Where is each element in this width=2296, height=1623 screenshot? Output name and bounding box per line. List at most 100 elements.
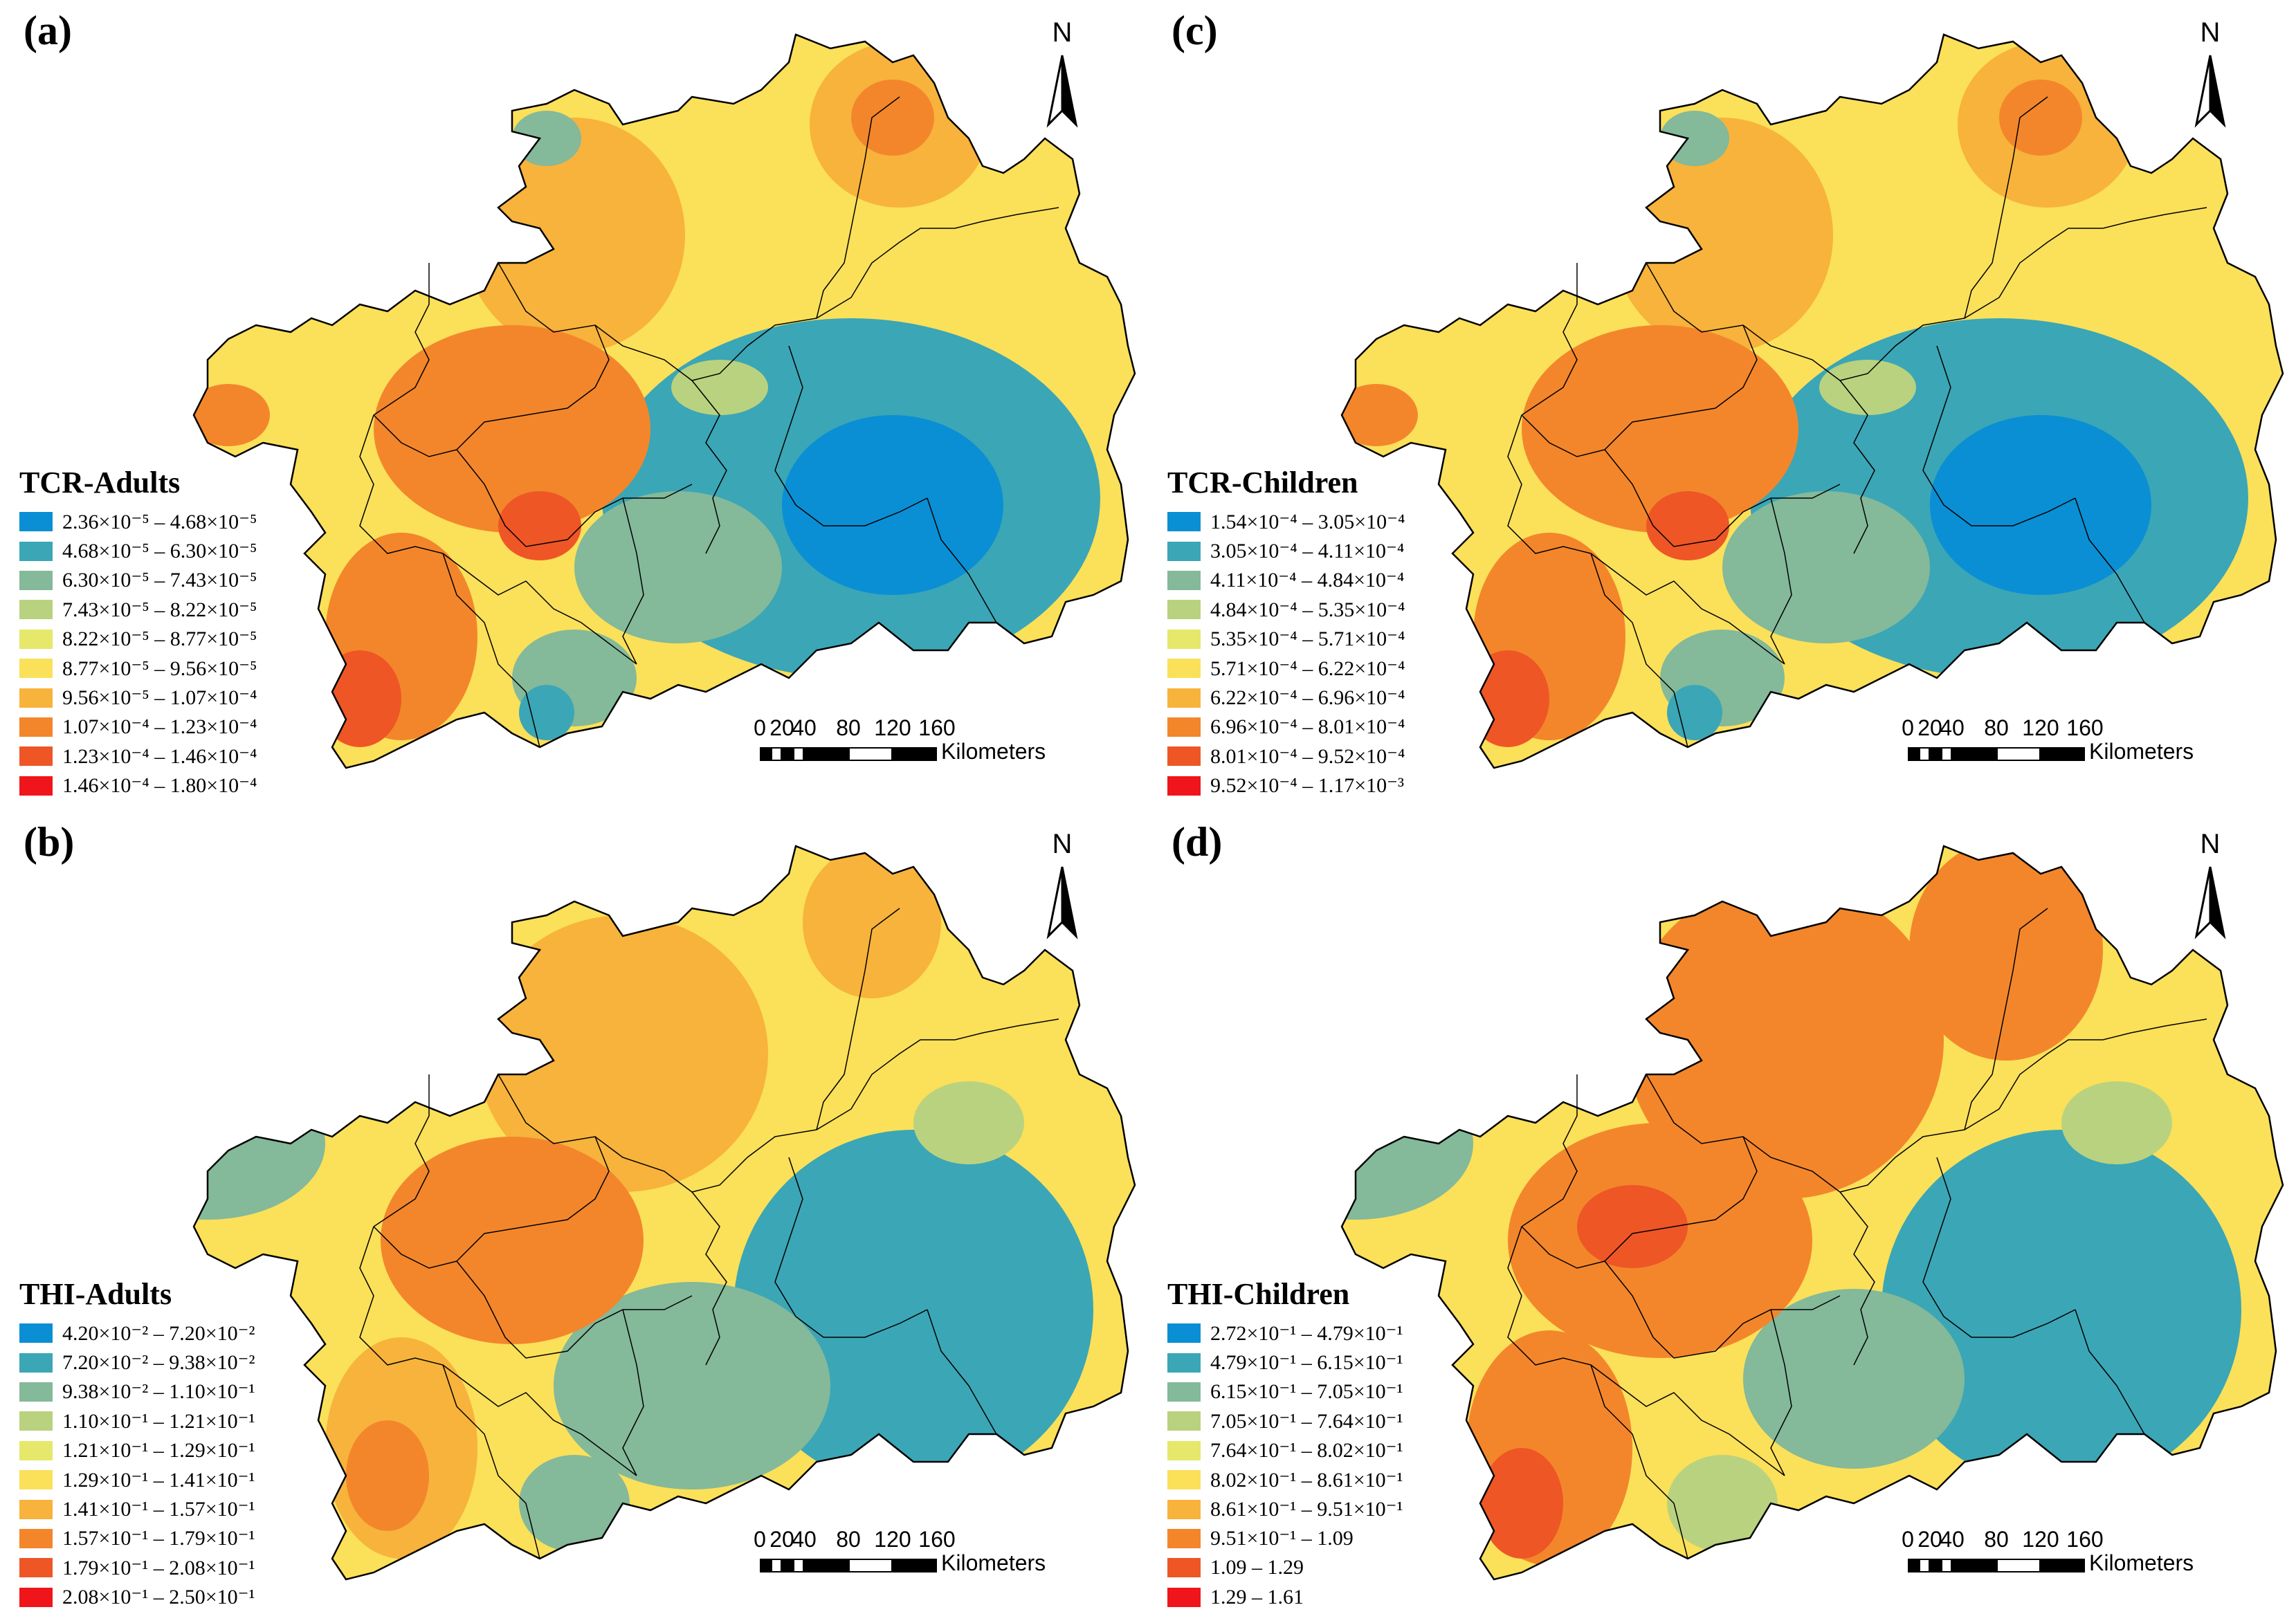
north-arrow: N bbox=[2183, 17, 2238, 135]
scale-unit-label: Kilometers bbox=[2089, 739, 2194, 764]
scale-tick-label: 0 bbox=[1902, 715, 1914, 740]
legend-label: 7.64×10⁻¹ – 8.02×10⁻¹ bbox=[1210, 1439, 1403, 1462]
scale-tick-label: 160 bbox=[2066, 1527, 2104, 1552]
scale-segment bbox=[782, 747, 793, 761]
legend-swatch bbox=[19, 600, 53, 620]
panel-label: (c) bbox=[1172, 8, 1218, 53]
scale-tick-label: 120 bbox=[874, 715, 911, 740]
scale-segment bbox=[1919, 747, 1930, 761]
scale-segment bbox=[1952, 1559, 1996, 1572]
legend-item: 1.09 – 1.29 bbox=[1167, 1553, 1403, 1582]
scale-tick-label: 20 bbox=[769, 1527, 794, 1552]
scale-segment bbox=[1996, 1559, 2041, 1572]
legend-item: 6.22×10⁻⁴ – 6.96×10⁻⁴ bbox=[1167, 683, 1405, 712]
legend-swatch bbox=[19, 717, 53, 737]
legend-item: 7.05×10⁻¹ – 7.64×10⁻¹ bbox=[1167, 1406, 1403, 1436]
legend-item: 1.21×10⁻¹ – 1.29×10⁻¹ bbox=[19, 1436, 255, 1465]
panel-label: (a) bbox=[24, 8, 72, 53]
scale-tick-label: 80 bbox=[1984, 715, 2009, 740]
scale-tick-label: 40 bbox=[1940, 1527, 1965, 1552]
scale-unit-label: Kilometers bbox=[2089, 1550, 2194, 1575]
legend-label: 1.54×10⁻⁴ – 3.05×10⁻⁴ bbox=[1210, 510, 1405, 533]
scale-tick-label: 120 bbox=[2022, 715, 2059, 740]
scale-segment bbox=[1930, 1559, 1941, 1572]
legend-label: 9.51×10⁻¹ – 1.09 bbox=[1210, 1527, 1354, 1550]
scale-tick-label: 80 bbox=[836, 715, 861, 740]
scale-tick-label: 80 bbox=[1984, 1527, 2009, 1552]
scale-bar: 0 20 40 80 120 160 Kilometers bbox=[1901, 1527, 2261, 1582]
scale-segment bbox=[1930, 747, 1941, 761]
legend-swatch bbox=[19, 1528, 53, 1548]
legend-item: 7.20×10⁻² – 9.38×10⁻² bbox=[19, 1348, 255, 1377]
legend-label: 9.52×10⁻⁴ – 1.17×10⁻³ bbox=[1210, 774, 1404, 798]
legend-label: 5.35×10⁻⁴ – 5.71×10⁻⁴ bbox=[1210, 627, 1405, 651]
scale-segment bbox=[2041, 747, 2085, 761]
legend-title: TCR-Adults bbox=[19, 466, 181, 499]
scale-bar: 0 20 40 80 120 160 Kilometers bbox=[1901, 715, 2261, 771]
legend-label: 1.29 – 1.61 bbox=[1210, 1585, 1304, 1608]
legend-item: 9.51×10⁻¹ – 1.09 bbox=[1167, 1524, 1403, 1553]
legend-item: 1.29 – 1.61 bbox=[1167, 1583, 1403, 1612]
scale-segment bbox=[771, 747, 782, 761]
scale-tick-label: 40 bbox=[792, 1527, 817, 1552]
legend-swatch bbox=[1167, 600, 1201, 620]
legend-label: 1.23×10⁻⁴ – 1.46×10⁻⁴ bbox=[62, 744, 257, 768]
legend-label: 9.56×10⁻⁵ – 1.07×10⁻⁴ bbox=[62, 686, 257, 710]
scale-segment bbox=[1919, 1559, 1930, 1572]
legend-swatch bbox=[1167, 688, 1201, 708]
scale-tick-label: 0 bbox=[754, 1527, 766, 1552]
scale-tick-label: 20 bbox=[1917, 715, 1942, 740]
legend-swatch bbox=[19, 629, 53, 649]
legend-item: 4.20×10⁻² – 7.20×10⁻² bbox=[19, 1319, 255, 1348]
legend: THI-Children 2.72×10⁻¹ – 4.79×10⁻¹ 4.79×1… bbox=[1167, 1276, 1403, 1612]
legend-item: 2.08×10⁻¹ – 2.50×10⁻¹ bbox=[19, 1583, 255, 1612]
legend-item: 8.02×10⁻¹ – 8.61×10⁻¹ bbox=[1167, 1465, 1403, 1494]
legend-title: THI-Adults bbox=[19, 1277, 172, 1311]
legend-label: 4.20×10⁻² – 7.20×10⁻² bbox=[62, 1321, 255, 1345]
legend-label: 1.07×10⁻⁴ – 1.23×10⁻⁴ bbox=[62, 715, 257, 739]
legend-item: 7.43×10⁻⁵ – 8.22×10⁻⁵ bbox=[19, 595, 257, 624]
legend-item: 8.22×10⁻⁵ – 8.77×10⁻⁵ bbox=[19, 625, 257, 654]
legend-swatch bbox=[1167, 1440, 1201, 1460]
legend-swatch bbox=[1167, 746, 1201, 767]
legend-swatch bbox=[19, 659, 53, 679]
north-arrow: N bbox=[1035, 17, 1090, 135]
scale-tick-label: 160 bbox=[918, 1527, 956, 1552]
legend-swatch bbox=[1167, 1352, 1201, 1373]
legend-swatch bbox=[1167, 1528, 1201, 1548]
legend-item: 1.10×10⁻¹ – 1.21×10⁻¹ bbox=[19, 1406, 255, 1436]
scale-segment bbox=[782, 1559, 793, 1572]
scale-tick-label: 80 bbox=[836, 1527, 861, 1552]
legend: THI-Adults 4.20×10⁻² – 7.20×10⁻² 7.20×10⁻… bbox=[19, 1276, 255, 1612]
scale-segment bbox=[1952, 747, 1996, 761]
legend-item: 9.52×10⁻⁴ – 1.17×10⁻³ bbox=[1167, 771, 1405, 800]
map-a bbox=[192, 33, 1136, 769]
legend-item: 2.36×10⁻⁵ – 4.68×10⁻⁵ bbox=[19, 507, 257, 536]
scale-segment bbox=[848, 747, 893, 761]
legend-swatch bbox=[19, 1587, 53, 1607]
legend-label: 8.02×10⁻¹ – 8.61×10⁻¹ bbox=[1210, 1468, 1403, 1492]
legend-item: 4.11×10⁻⁴ – 4.84×10⁻⁴ bbox=[1167, 566, 1405, 595]
legend-swatch bbox=[1167, 541, 1201, 561]
panel-d: (d) N THI-Children 2.72×10⁻¹ – 4.79×10⁻¹… bbox=[1148, 812, 2296, 1623]
legend-item: 2.72×10⁻¹ – 4.79×10⁻¹ bbox=[1167, 1319, 1403, 1348]
legend-item: 4.68×10⁻⁵ – 6.30×10⁻⁵ bbox=[19, 536, 257, 565]
legend-swatch bbox=[19, 1499, 53, 1519]
north-letter: N bbox=[2200, 17, 2221, 48]
scale-segment bbox=[771, 1559, 782, 1572]
legend-label: 1.57×10⁻¹ – 1.79×10⁻¹ bbox=[62, 1527, 255, 1550]
legend-swatch bbox=[19, 746, 53, 767]
map-d bbox=[1340, 845, 2284, 1581]
legend-label: 6.22×10⁻⁴ – 6.96×10⁻⁴ bbox=[1210, 686, 1405, 710]
panel-label: (d) bbox=[1172, 819, 1223, 865]
north-arrow: N bbox=[1035, 829, 1090, 946]
legend-label: 2.72×10⁻¹ – 4.79×10⁻¹ bbox=[1210, 1321, 1403, 1345]
legend-item: 1.57×10⁻¹ – 1.79×10⁻¹ bbox=[19, 1524, 255, 1553]
legend-swatch bbox=[19, 1440, 53, 1460]
legend-label: 4.79×10⁻¹ – 6.15×10⁻¹ bbox=[1210, 1351, 1403, 1375]
scale-segment bbox=[804, 1559, 848, 1572]
legend-label: 3.05×10⁻⁴ – 4.11×10⁻⁴ bbox=[1210, 540, 1405, 563]
panel-label: (b) bbox=[24, 819, 75, 865]
legend-label: 8.77×10⁻⁵ – 9.56×10⁻⁵ bbox=[62, 657, 257, 680]
legend-swatch bbox=[1167, 629, 1201, 649]
